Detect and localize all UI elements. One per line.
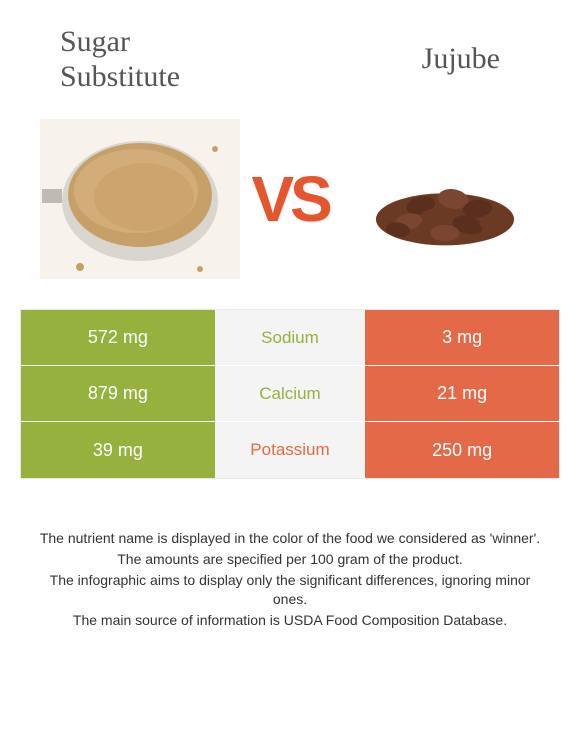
food-left-title: SugarSubstitute xyxy=(50,25,280,94)
left-value: 39 mg xyxy=(21,422,215,478)
nutrient-name: Potassium xyxy=(215,422,366,478)
table-row: 39 mgPotassium250 mg xyxy=(21,422,559,478)
footnotes: The nutrient name is displayed in the co… xyxy=(0,479,580,629)
footnote-line: The amounts are specified per 100 gram o… xyxy=(35,550,545,569)
food-right-image xyxy=(350,134,540,264)
food-left-image xyxy=(40,119,240,279)
left-value: 572 mg xyxy=(21,310,215,365)
right-value: 21 mg xyxy=(365,366,559,421)
food-right-title: Jujube xyxy=(280,42,530,77)
footnote-line: The infographic aims to display only the… xyxy=(35,571,545,609)
nutrient-table: 572 mgSodium3 mg879 mgCalcium21 mg39 mgP… xyxy=(20,309,560,479)
right-value: 250 mg xyxy=(365,422,559,478)
right-value: 3 mg xyxy=(365,310,559,365)
images-row: VS xyxy=(0,109,580,289)
nutrient-name: Calcium xyxy=(215,366,366,421)
vs-label: VS xyxy=(251,162,328,236)
left-value: 879 mg xyxy=(21,366,215,421)
table-row: 572 mgSodium3 mg xyxy=(21,310,559,366)
footnote-line: The main source of information is USDA F… xyxy=(35,611,545,630)
table-row: 879 mgCalcium21 mg xyxy=(21,366,559,422)
footnote-line: The nutrient name is displayed in the co… xyxy=(35,529,545,548)
nutrient-name: Sodium xyxy=(215,310,366,365)
